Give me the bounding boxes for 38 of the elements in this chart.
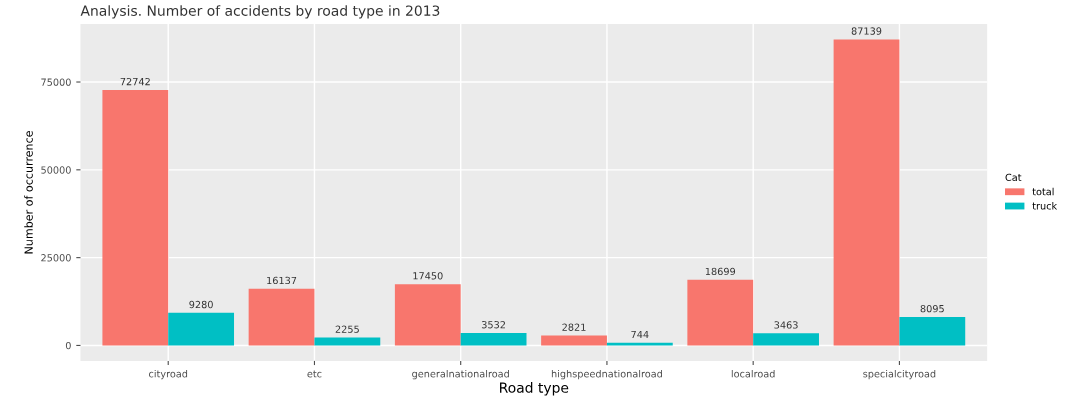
x-tick-label: specialcityroad bbox=[863, 369, 936, 380]
x-tick-label: etc bbox=[307, 370, 322, 378]
legend-label: truck bbox=[1032, 202, 1058, 210]
legend-title: Cat bbox=[1005, 173, 1022, 182]
data-label: 16137 bbox=[267, 276, 297, 285]
data-label: 72742 bbox=[120, 77, 150, 86]
data-label: 9280 bbox=[189, 300, 213, 309]
x-tick-label: generalnationalroad bbox=[412, 369, 509, 380]
data-label: 2821 bbox=[562, 323, 586, 331]
data-label: 3532 bbox=[481, 321, 505, 329]
x-tick-label: highspeednationalroad bbox=[551, 369, 662, 380]
bar bbox=[753, 333, 819, 346]
bar bbox=[394, 284, 461, 346]
data-label: 744 bbox=[631, 330, 649, 339]
x-tick-label: localroad bbox=[731, 369, 775, 378]
data-label: 2255 bbox=[335, 325, 359, 333]
x-axis-title: Road type bbox=[500, 382, 569, 396]
bar bbox=[687, 279, 754, 346]
bar bbox=[833, 39, 900, 346]
data-label: 8095 bbox=[920, 305, 944, 313]
y-axis-title: Number of occurrence bbox=[24, 131, 33, 254]
bar bbox=[899, 317, 966, 346]
bar bbox=[168, 312, 235, 346]
data-label: 18699 bbox=[705, 267, 736, 276]
data-label: 87139 bbox=[851, 27, 882, 35]
y-tick-label: 50000 bbox=[41, 166, 71, 174]
y-tick-label: 75000 bbox=[41, 78, 71, 86]
y-tick-label: 0 bbox=[65, 341, 71, 350]
bar bbox=[460, 333, 527, 346]
chart-title: Analysis. Number of accidents by road type in 2013 bbox=[80, 5, 440, 19]
legend-label: total bbox=[1032, 187, 1054, 196]
bar bbox=[248, 288, 315, 346]
data-label: 17450 bbox=[413, 272, 443, 280]
x-tick-label: cityroad bbox=[149, 369, 188, 380]
bar bbox=[541, 335, 607, 346]
bar bbox=[102, 89, 169, 346]
y-tick-label: 25000 bbox=[41, 254, 71, 262]
data-label: 3463 bbox=[774, 321, 798, 329]
